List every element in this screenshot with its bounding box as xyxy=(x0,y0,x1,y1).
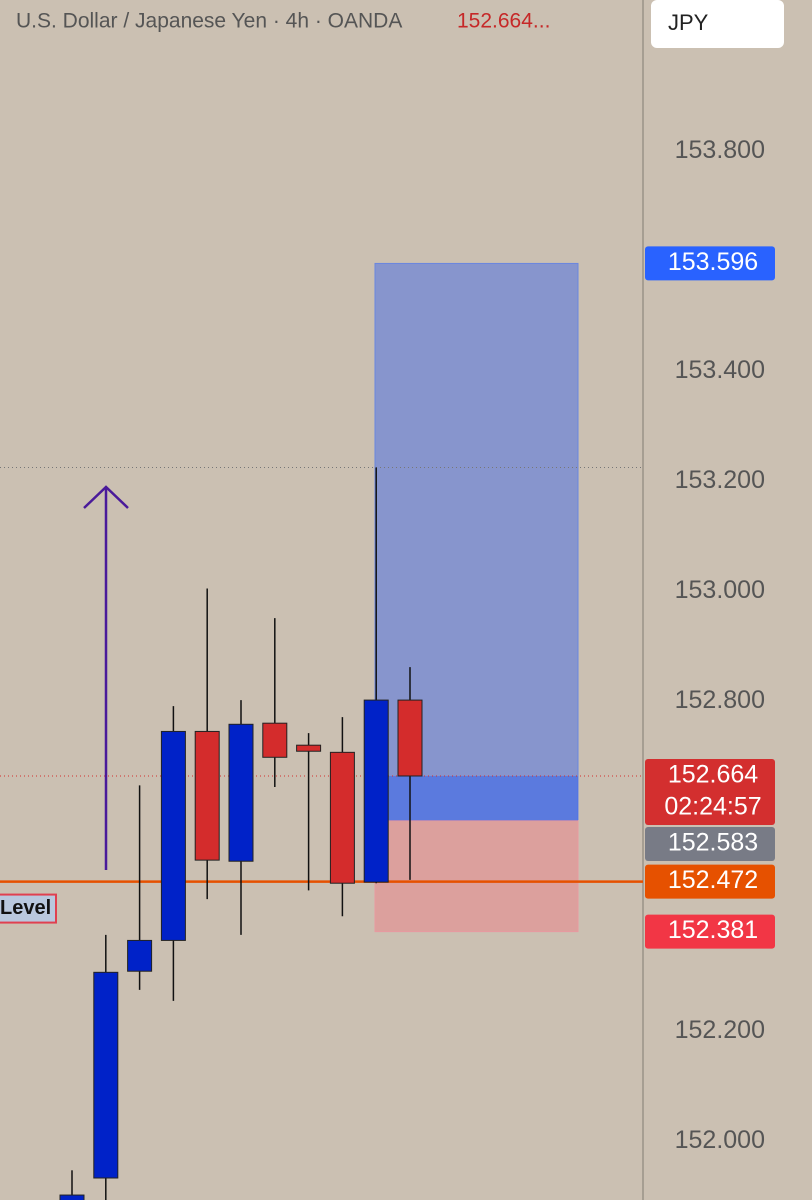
candle-body xyxy=(397,699,423,777)
y-tick-label: 153.800 xyxy=(675,136,765,164)
arrow-drawing xyxy=(83,485,129,870)
candle-body xyxy=(363,699,389,883)
candle-body xyxy=(329,751,355,884)
y-tick-label: 153.000 xyxy=(675,576,765,604)
candle-body xyxy=(262,722,288,758)
current-price-label: 02:24:57 xyxy=(664,793,761,821)
entry-price-label-bg xyxy=(645,826,775,861)
entry-price-label: 152.583 xyxy=(668,829,758,857)
currency-label: JPY xyxy=(668,10,709,35)
target-price-label-bg xyxy=(645,246,775,281)
last-price: 152.664... xyxy=(457,10,550,33)
candle-body xyxy=(59,1194,85,1200)
candle-body xyxy=(194,730,220,861)
level-price-label-bg xyxy=(645,864,775,899)
stop-price-label-bg xyxy=(645,914,775,949)
stop-price-label: 152.381 xyxy=(668,916,758,944)
candle-body xyxy=(228,723,254,862)
level-label: Level xyxy=(0,897,51,919)
y-tick-label: 153.200 xyxy=(675,466,765,494)
y-tick-label: 152.800 xyxy=(675,686,765,714)
plot-area: Level xyxy=(0,262,643,1200)
y-tick-label: 152.000 xyxy=(675,1126,765,1154)
candle-body xyxy=(93,971,119,1179)
y-tick-label: 152.200 xyxy=(675,1016,765,1044)
candle-body xyxy=(296,744,322,752)
current-price-label-bg xyxy=(645,758,775,825)
chart-title: U.S. Dollar / Japanese Yen · 4h · OANDA xyxy=(16,10,402,33)
level-tag xyxy=(0,893,57,924)
currency-button[interactable] xyxy=(651,0,784,48)
target-price-label: 153.596 xyxy=(668,248,758,276)
candle-body xyxy=(160,730,186,941)
stop-zone xyxy=(374,820,579,933)
candle-body xyxy=(127,939,153,972)
price-axis: 152.000 152.200 152.800 153.000 153.200 153.4… xyxy=(645,136,775,1154)
current-price-label: 152.664 xyxy=(668,761,758,789)
y-tick-label: 153.400 xyxy=(675,356,765,384)
open-profit-zone xyxy=(375,775,578,821)
level-price-label: 152.472 xyxy=(668,866,758,894)
